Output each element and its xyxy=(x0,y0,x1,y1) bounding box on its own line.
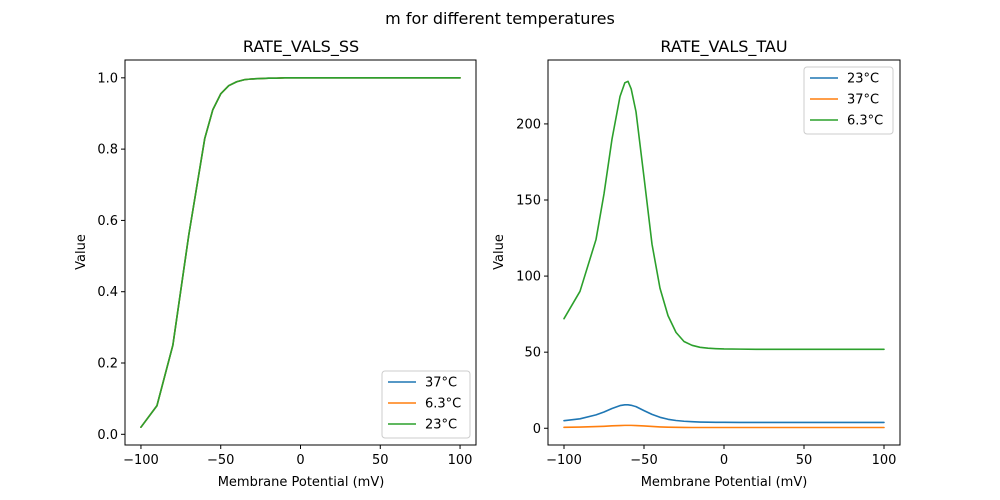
series-line-right-1 xyxy=(563,424,885,429)
legend-label-right-1: 37°C xyxy=(847,93,879,108)
x-tick-label-right: −50 xyxy=(630,453,657,468)
x-axis-label-left: Membrane Potential (mV) xyxy=(218,475,385,490)
axes-right: RATE_VALS_TAU Membrane Potential (mV) Va… xyxy=(492,37,901,490)
x-tick-label-right: 50 xyxy=(796,453,813,468)
y-tick-label-left: 0.0 xyxy=(97,428,118,443)
y-tick-label-right: 200 xyxy=(516,117,541,132)
legend-label-left-0: 37°C xyxy=(425,376,457,391)
x-tick-label-left: −50 xyxy=(207,453,234,468)
figure-title: m for different temperatures xyxy=(385,9,615,28)
x-tick-label-left: 0 xyxy=(296,453,304,468)
x-tick-label-right: −100 xyxy=(546,453,582,468)
legend-box-left xyxy=(381,370,471,439)
y-tick-label-right: 0 xyxy=(533,422,541,437)
y-tick-label-left: 1.0 xyxy=(97,71,118,86)
y-axis-label-right: Value xyxy=(492,234,507,270)
legend-label-right-0: 23°C xyxy=(847,72,879,87)
y-tick-label-left: 0.4 xyxy=(97,285,118,300)
series-line-left-2 xyxy=(140,77,461,428)
legend-box-right xyxy=(803,66,894,135)
legend-right: 23°C 37°C 6.3°C xyxy=(803,66,894,135)
y-tick-label-left: 0.2 xyxy=(97,357,118,372)
axes-title-right: RATE_VALS_TAU xyxy=(660,37,787,57)
x-axis-label-right: Membrane Potential (mV) xyxy=(641,475,808,490)
y-tick-label-right: 50 xyxy=(524,346,541,361)
y-tick-label-left: 0.6 xyxy=(97,214,118,229)
legend-label-left-2: 23°C xyxy=(425,418,457,433)
axes-left: RATE_VALS_SS Membrane Potential (mV) Val… xyxy=(74,37,477,490)
x-tick-label-left: 100 xyxy=(448,453,473,468)
legend-label-right-2: 6.3°C xyxy=(847,114,883,129)
y-tick-label-right: 100 xyxy=(516,270,541,285)
series-line-right-0 xyxy=(563,404,885,424)
plot-area-left xyxy=(140,77,461,428)
x-tick-label-left: 50 xyxy=(372,453,389,468)
y-tick-label-right: 150 xyxy=(516,194,541,209)
axes-title-left: RATE_VALS_SS xyxy=(243,37,359,57)
x-tick-label-right: 100 xyxy=(872,453,897,468)
y-tick-label-left: 0.8 xyxy=(97,143,118,158)
series-line-right-2 xyxy=(563,80,885,351)
x-tick-label-right: 0 xyxy=(720,453,728,468)
y-axis-label-left: Value xyxy=(74,234,89,270)
x-tick-label-left: −100 xyxy=(123,453,159,468)
legend-left: 37°C 6.3°C 23°C xyxy=(381,370,471,439)
legend-label-left-1: 6.3°C xyxy=(425,397,461,412)
plot-area-right xyxy=(563,80,885,429)
